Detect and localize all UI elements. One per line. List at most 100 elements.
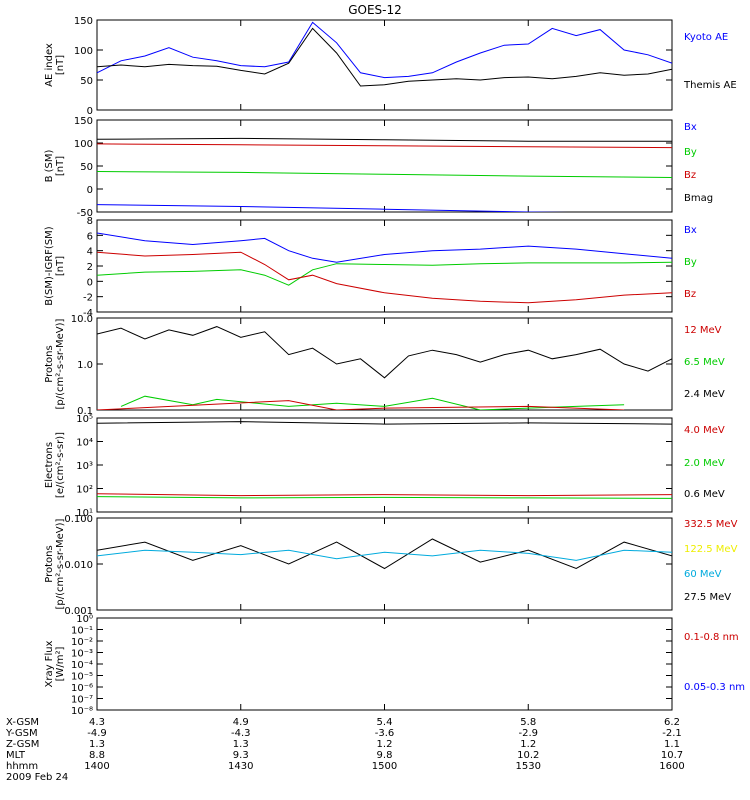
y-tick-label: -50 <box>77 208 93 219</box>
y-tick-label: 10⁻² <box>71 637 93 648</box>
y-axis-label: Electrons <box>44 442 55 488</box>
chart-title: GOES-12 <box>348 3 402 17</box>
axis-row-value: 5.8 <box>520 717 536 728</box>
series-group <box>97 421 672 499</box>
axis-row-value: 1530 <box>516 761 541 772</box>
panel-frame <box>96 119 673 213</box>
y-tick-label: 10³ <box>76 461 93 472</box>
axis-row-value: 9.8 <box>377 750 393 761</box>
y-axis-label: [nT] <box>55 156 66 176</box>
series-line-by <box>97 261 672 286</box>
legend-entry: 4.0 MeV <box>684 425 725 436</box>
axis-row-value: -4.3 <box>231 728 251 739</box>
series-line-2-4-mev <box>97 326 672 379</box>
y-tick-label: 0 <box>87 185 93 196</box>
y-tick-label: 10⁵ <box>76 414 93 425</box>
series-line-by <box>97 171 672 178</box>
y-axis-label: [W/m²] <box>55 646 66 681</box>
panel-2: -50 0 50 100 150 B (SM) [nT] Bx By Bz Bmag <box>44 116 713 219</box>
axis-row-value: 1.2 <box>520 739 536 750</box>
legend-entry: By <box>684 257 697 268</box>
series-group <box>97 326 672 410</box>
panel-6: 0.001 0.010 0.100 Protons [p/(cm²-s-sr-MeV)]… <box>44 514 738 617</box>
y-tick-label: 10.0 <box>71 314 93 325</box>
y-axis-label: B (SM) <box>44 149 55 182</box>
y-tick-label: 10⁻⁶ <box>71 683 93 694</box>
axis-row-value: 8.8 <box>89 750 105 761</box>
series-group <box>97 137 672 212</box>
y-tick-label: 100 <box>74 46 93 57</box>
series-group <box>97 232 672 304</box>
y-tick-label: 1.0 <box>77 360 93 371</box>
series-line-6-5-mev <box>120 395 625 410</box>
legend-entry: 0.05-0.3 nm <box>684 682 745 693</box>
y-tick-label: 10⁻⁵ <box>71 672 93 683</box>
legend-entry: Bz <box>684 289 696 300</box>
y-tick-label: 100 <box>74 139 93 150</box>
y-tick-label: 2 <box>87 262 93 273</box>
axis-row-label: Y-GSM <box>5 728 38 739</box>
y-tick-label: 0 <box>87 106 93 117</box>
legend-entry: 332.5 MeV <box>684 519 738 530</box>
axis-row-value: 4.3 <box>89 717 105 728</box>
axis-row-value: 4.9 <box>233 717 249 728</box>
panel-1: 0 50 100 150 AE index [nT] Kyoto AE Themis AE <box>44 16 737 117</box>
y-axis-label: Xray Flux <box>44 640 55 687</box>
y-axis-label: [nT] <box>55 256 66 276</box>
y-axis-label: [nT] <box>55 55 66 75</box>
axis-row-value: 1500 <box>372 761 397 772</box>
axis-row-value: 1600 <box>659 761 684 772</box>
y-tick-label: 4 <box>87 247 93 258</box>
y-tick-label: 10⁻⁷ <box>71 695 93 706</box>
axis-row-value: 9.3 <box>233 750 249 761</box>
legend-entry: Themis AE <box>683 80 737 91</box>
time-axis-table: X-GSM 4.3 4.9 5.4 5.8 6.2 Y-GSM -4.9 -4.3 -3.6 -2.… <box>5 717 685 783</box>
y-tick-label: 0.1 <box>77 406 93 417</box>
y-tick-label: 0.100 <box>64 514 93 525</box>
axis-row-label: Z-GSM <box>6 739 39 750</box>
panel-4: 0.1 1.0 10.0 Protons [p/(cm²-s-sr-MeV)] 12 Me… <box>44 314 725 417</box>
legend-entry: By <box>684 147 697 158</box>
y-tick-label: 10⁻⁴ <box>71 660 93 671</box>
series-line-kyoto-ae <box>97 21 672 79</box>
y-axis-label: B(SM)-IGRF(SM) <box>44 226 55 306</box>
series-line-27-5-mev <box>97 538 672 570</box>
axis-row-value: -2.9 <box>518 728 538 739</box>
series-line-bz <box>97 251 672 304</box>
y-tick-label: 8 <box>87 216 93 227</box>
y-axis-label: [p/(cm²-s-sr-MeV)] <box>55 318 66 409</box>
y-tick-label: 0.001 <box>64 606 93 617</box>
date-label: 2009 Feb 24 <box>6 772 68 783</box>
series-group <box>97 21 672 87</box>
y-tick-label: -4 <box>83 308 93 319</box>
legend-entry: 0.6 MeV <box>684 489 725 500</box>
legend-entry: 12 MeV <box>684 325 722 336</box>
series-group <box>97 538 672 570</box>
panel-5: 10¹ 10² 10³ 10⁴ 10⁵ Electrons [e/(cm²-s-sr)] 4.… <box>44 414 725 519</box>
y-axis-label: [p/(cm²-s-sr-MeV)] <box>55 518 66 609</box>
series-line-4-0-mev <box>97 493 672 497</box>
legend-entry: 27.5 MeV <box>684 592 731 603</box>
series-line-bz <box>97 143 672 149</box>
panel-frame <box>96 317 673 411</box>
axis-row-value: 1400 <box>84 761 109 772</box>
legend-entry: 2.0 MeV <box>684 458 725 469</box>
y-tick-label: 50 <box>80 76 93 87</box>
legend-entry: 60 MeV <box>684 569 722 580</box>
legend-entry: Kyoto AE <box>684 32 728 43</box>
series-line-bmag <box>97 137 672 142</box>
legend-entry: Bz <box>684 170 696 181</box>
y-tick-label: 10⁻¹ <box>71 626 93 637</box>
panel-frame <box>96 219 673 313</box>
series-line-bx <box>97 232 672 263</box>
axis-row-value: 1430 <box>228 761 253 772</box>
legend-entry: 2.4 MeV <box>684 389 725 400</box>
y-tick-label: 0 <box>87 277 93 288</box>
y-axis-label: [e/(cm²-s-sr)] <box>55 432 66 498</box>
y-tick-label: 10⁰ <box>76 614 93 625</box>
axis-row-value: -2.1 <box>662 728 682 739</box>
panel-frame <box>96 617 673 711</box>
series-line-themis-ae <box>97 27 672 87</box>
